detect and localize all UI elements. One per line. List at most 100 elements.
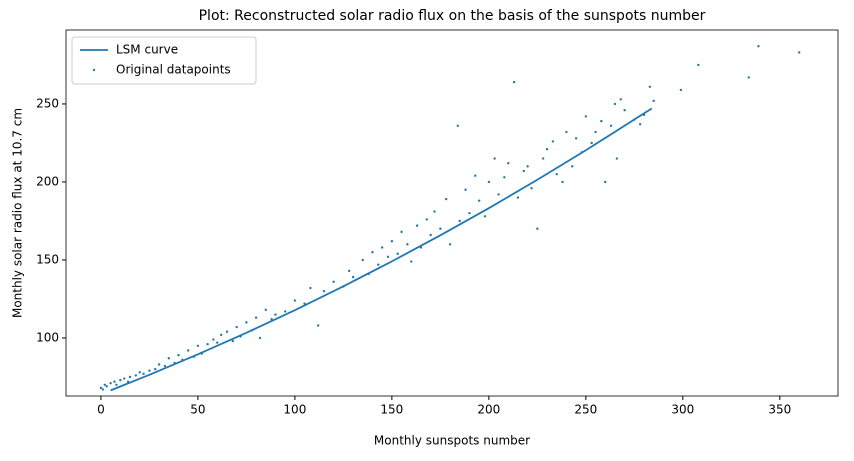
- data-point: [235, 325, 238, 329]
- data-point: [433, 210, 436, 213]
- data-point: [173, 361, 176, 365]
- data-point: [396, 252, 399, 255]
- data-point: [633, 118, 636, 121]
- data-point: [493, 157, 496, 160]
- y-tick-label: 200: [36, 174, 59, 188]
- data-point: [642, 113, 646, 117]
- data-point: [274, 313, 277, 316]
- data-point: [468, 211, 471, 215]
- data-point: [477, 199, 481, 202]
- data-point: [400, 230, 403, 234]
- data-point: [590, 141, 593, 145]
- x-tick-label: 0: [97, 403, 105, 417]
- data-point: [429, 233, 432, 237]
- legend-label: LSM curve: [116, 43, 178, 57]
- data-point: [206, 343, 209, 346]
- data-point: [351, 275, 355, 279]
- y-tick-label: 150: [36, 252, 59, 266]
- data-point: [216, 341, 219, 344]
- data-point: [177, 353, 180, 357]
- data-point: [113, 380, 116, 383]
- y-axis-label: Monthly solar radio flux at 10.7 cm: [11, 108, 25, 318]
- data-point: [231, 339, 235, 343]
- data-point: [342, 285, 345, 288]
- data-point: [126, 380, 130, 383]
- legend-swatch: [92, 68, 96, 72]
- data-point: [109, 382, 112, 385]
- data-point: [541, 157, 545, 160]
- data-point: [487, 180, 491, 184]
- data-point: [571, 165, 574, 168]
- data-point: [464, 188, 467, 191]
- chart-title: Plot: Reconstructed solar radio flux on …: [199, 8, 706, 24]
- plot-frame: [65, 29, 839, 397]
- data-point: [600, 119, 603, 123]
- data-point: [380, 246, 384, 249]
- data-point: [347, 269, 351, 273]
- data-point: [219, 333, 223, 337]
- data-point: [99, 386, 103, 390]
- data-point: [167, 357, 171, 360]
- data-point: [105, 385, 108, 388]
- data-point: [154, 367, 157, 371]
- data-point: [377, 263, 380, 266]
- x-tick-label: 100: [283, 403, 306, 417]
- data-point: [798, 51, 801, 54]
- x-axis-label: Monthly sunspots number: [374, 434, 530, 448]
- x-tick-label: 300: [671, 403, 694, 417]
- data-point: [619, 98, 622, 101]
- data-point: [425, 218, 428, 221]
- data-point: [551, 140, 555, 143]
- data-point: [157, 363, 161, 366]
- data-point: [239, 335, 242, 338]
- data-point: [134, 374, 138, 377]
- data-point: [747, 76, 750, 79]
- data-point: [594, 130, 597, 134]
- x-tick-label: 250: [574, 403, 597, 417]
- data-point: [309, 286, 312, 290]
- data-point: [367, 272, 370, 276]
- data-point: [115, 383, 118, 386]
- data-point: [283, 310, 287, 313]
- data-point: [128, 375, 132, 379]
- data-point: [148, 369, 151, 372]
- data-point: [264, 308, 267, 312]
- data-point: [138, 371, 141, 374]
- data-point: [316, 324, 320, 327]
- data-point: [371, 250, 374, 254]
- data-point: [565, 130, 568, 134]
- x-tick-label: 150: [380, 403, 403, 417]
- data-point: [604, 180, 607, 184]
- data-point: [196, 344, 200, 347]
- data-point: [142, 372, 145, 376]
- data-point: [512, 80, 516, 84]
- data-point: [419, 246, 423, 249]
- data-point: [545, 147, 549, 151]
- data-point: [522, 169, 525, 173]
- data-point: [390, 240, 394, 243]
- data-point: [561, 180, 564, 184]
- data-point: [652, 99, 655, 103]
- data-point: [386, 255, 390, 259]
- x-tick-label: 350: [768, 403, 791, 417]
- y-tick-label: 250: [36, 96, 59, 110]
- data-point: [697, 63, 700, 67]
- data-point: [448, 243, 452, 246]
- data-point: [192, 355, 196, 358]
- data-point: [526, 165, 529, 168]
- data-point: [181, 358, 184, 362]
- x-tick-label: 50: [190, 403, 205, 417]
- data-point: [444, 197, 448, 201]
- data-point: [483, 215, 487, 218]
- data-point: [122, 377, 126, 380]
- data-point: [439, 227, 442, 230]
- data-point: [679, 88, 683, 92]
- data-point: [516, 196, 520, 199]
- data-point: [187, 349, 190, 352]
- data-point: [332, 280, 335, 284]
- data-point: [293, 299, 297, 302]
- data-point: [503, 176, 506, 179]
- data-point: [258, 336, 262, 340]
- data-point: [212, 338, 215, 341]
